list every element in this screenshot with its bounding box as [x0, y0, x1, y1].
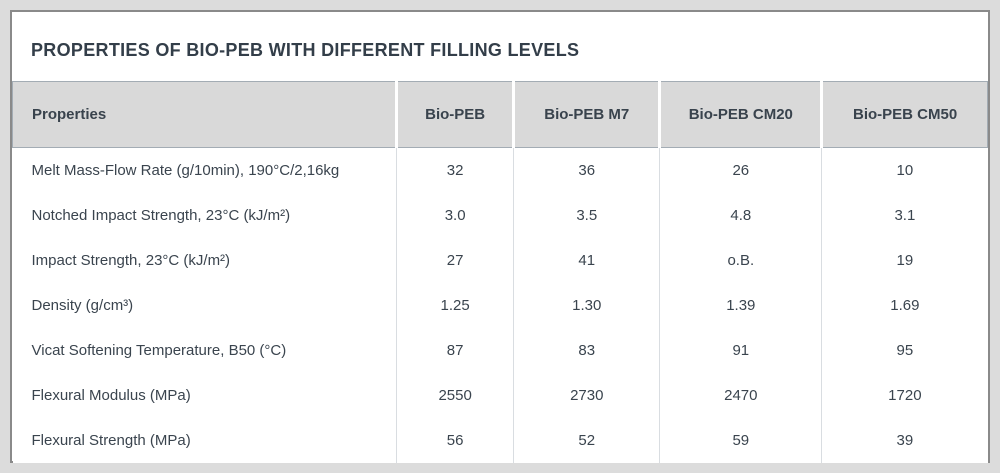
property-name-cell: Flexural Strength (MPa)	[12, 418, 397, 463]
column-header-properties: Properties	[11, 81, 397, 148]
value-cell: 95	[821, 328, 988, 373]
table-header: Properties Bio-PEB Bio-PEB M7 Bio-PEB CM…	[11, 81, 988, 148]
value-cell: 2550	[396, 373, 514, 418]
table-row: Vicat Softening Temperature, B50 (°C) 87…	[12, 328, 988, 373]
property-name-cell: Flexural Modulus (MPa)	[12, 373, 397, 418]
table-row: Melt Mass-Flow Rate (g/10min), 190°C/2,1…	[12, 147, 988, 193]
value-cell: 10	[821, 147, 988, 193]
value-cell: 1.69	[821, 283, 988, 328]
value-cell: 2730	[513, 373, 660, 418]
value-cell: 1.39	[659, 283, 822, 328]
table-title: PROPERTIES OF BIO-PEB WITH DIFFERENT FIL…	[31, 40, 580, 60]
table-row: Notched Impact Strength, 23°C (kJ/m²) 3.…	[12, 193, 988, 238]
table-row: Impact Strength, 23°C (kJ/m²) 27 41 o.B.…	[12, 238, 988, 283]
column-header-bio-peb: Bio-PEB	[395, 81, 514, 148]
value-cell: 52	[513, 418, 660, 463]
table-body: Melt Mass-Flow Rate (g/10min), 190°C/2,1…	[12, 147, 988, 463]
value-cell: 1.30	[513, 283, 660, 328]
table-row: Density (g/cm³) 1.25 1.30 1.39 1.69	[12, 283, 988, 328]
value-cell: 27	[396, 238, 514, 283]
value-cell: 91	[659, 328, 822, 373]
column-header-bio-peb-cm20: Bio-PEB CM20	[658, 81, 822, 148]
header-row: Properties Bio-PEB Bio-PEB M7 Bio-PEB CM…	[11, 81, 988, 148]
column-header-bio-peb-m7: Bio-PEB M7	[512, 81, 660, 148]
value-cell: 4.8	[659, 193, 822, 238]
property-name-cell: Density (g/cm³)	[12, 283, 397, 328]
value-cell: 41	[513, 238, 660, 283]
value-cell: 59	[659, 418, 822, 463]
value-cell: 3.0	[396, 193, 514, 238]
value-cell: 19	[821, 238, 988, 283]
value-cell: 26	[659, 147, 822, 193]
table-row: Flexural Strength (MPa) 56 52 59 39	[12, 418, 988, 463]
value-cell: 87	[396, 328, 514, 373]
property-name-cell: Melt Mass-Flow Rate (g/10min), 190°C/2,1…	[12, 147, 397, 193]
table-panel: PROPERTIES OF BIO-PEB WITH DIFFERENT FIL…	[10, 10, 990, 463]
value-cell: 3.5	[513, 193, 660, 238]
value-cell: 1720	[821, 373, 988, 418]
value-cell: 2470	[659, 373, 822, 418]
value-cell: 56	[396, 418, 514, 463]
property-name-cell: Vicat Softening Temperature, B50 (°C)	[12, 328, 397, 373]
value-cell: 39	[821, 418, 988, 463]
table-row: Flexural Modulus (MPa) 2550 2730 2470 17…	[12, 373, 988, 418]
value-cell: 3.1	[821, 193, 988, 238]
value-cell: 83	[513, 328, 660, 373]
value-cell: o.B.	[659, 238, 822, 283]
value-cell: 32	[396, 147, 514, 193]
value-cell: 36	[513, 147, 660, 193]
column-header-bio-peb-cm50: Bio-PEB CM50	[820, 81, 988, 148]
properties-table: Properties Bio-PEB Bio-PEB M7 Bio-PEB CM…	[11, 81, 988, 463]
value-cell: 1.25	[396, 283, 514, 328]
property-name-cell: Impact Strength, 23°C (kJ/m²)	[12, 238, 397, 283]
property-name-cell: Notched Impact Strength, 23°C (kJ/m²)	[12, 193, 397, 238]
